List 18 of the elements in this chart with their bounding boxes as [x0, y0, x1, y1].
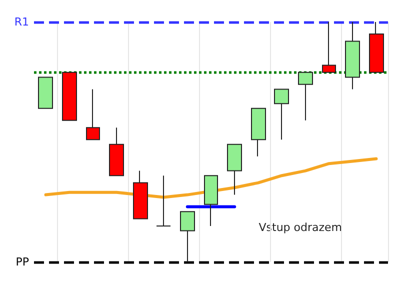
candlestick — [109, 127, 124, 176]
candlestick — [86, 88, 100, 140]
candlestick — [298, 72, 313, 121]
candlestick — [38, 76, 53, 109]
candlestick — [227, 144, 242, 196]
candlestick — [62, 72, 77, 121]
candlestick — [345, 22, 360, 90]
candlestick — [133, 170, 148, 220]
candlestick — [369, 22, 384, 73]
candlestick — [156, 175, 171, 226]
candlestick — [274, 88, 289, 140]
ref-line-label: PP — [16, 256, 30, 268]
candlestick — [322, 22, 336, 73]
candlestick — [204, 175, 218, 226]
candlestick — [251, 108, 266, 157]
ref-line-label: R1 — [14, 16, 29, 28]
candlestick — [180, 211, 195, 262]
annotation: Vstup odrazem — [258, 221, 342, 234]
